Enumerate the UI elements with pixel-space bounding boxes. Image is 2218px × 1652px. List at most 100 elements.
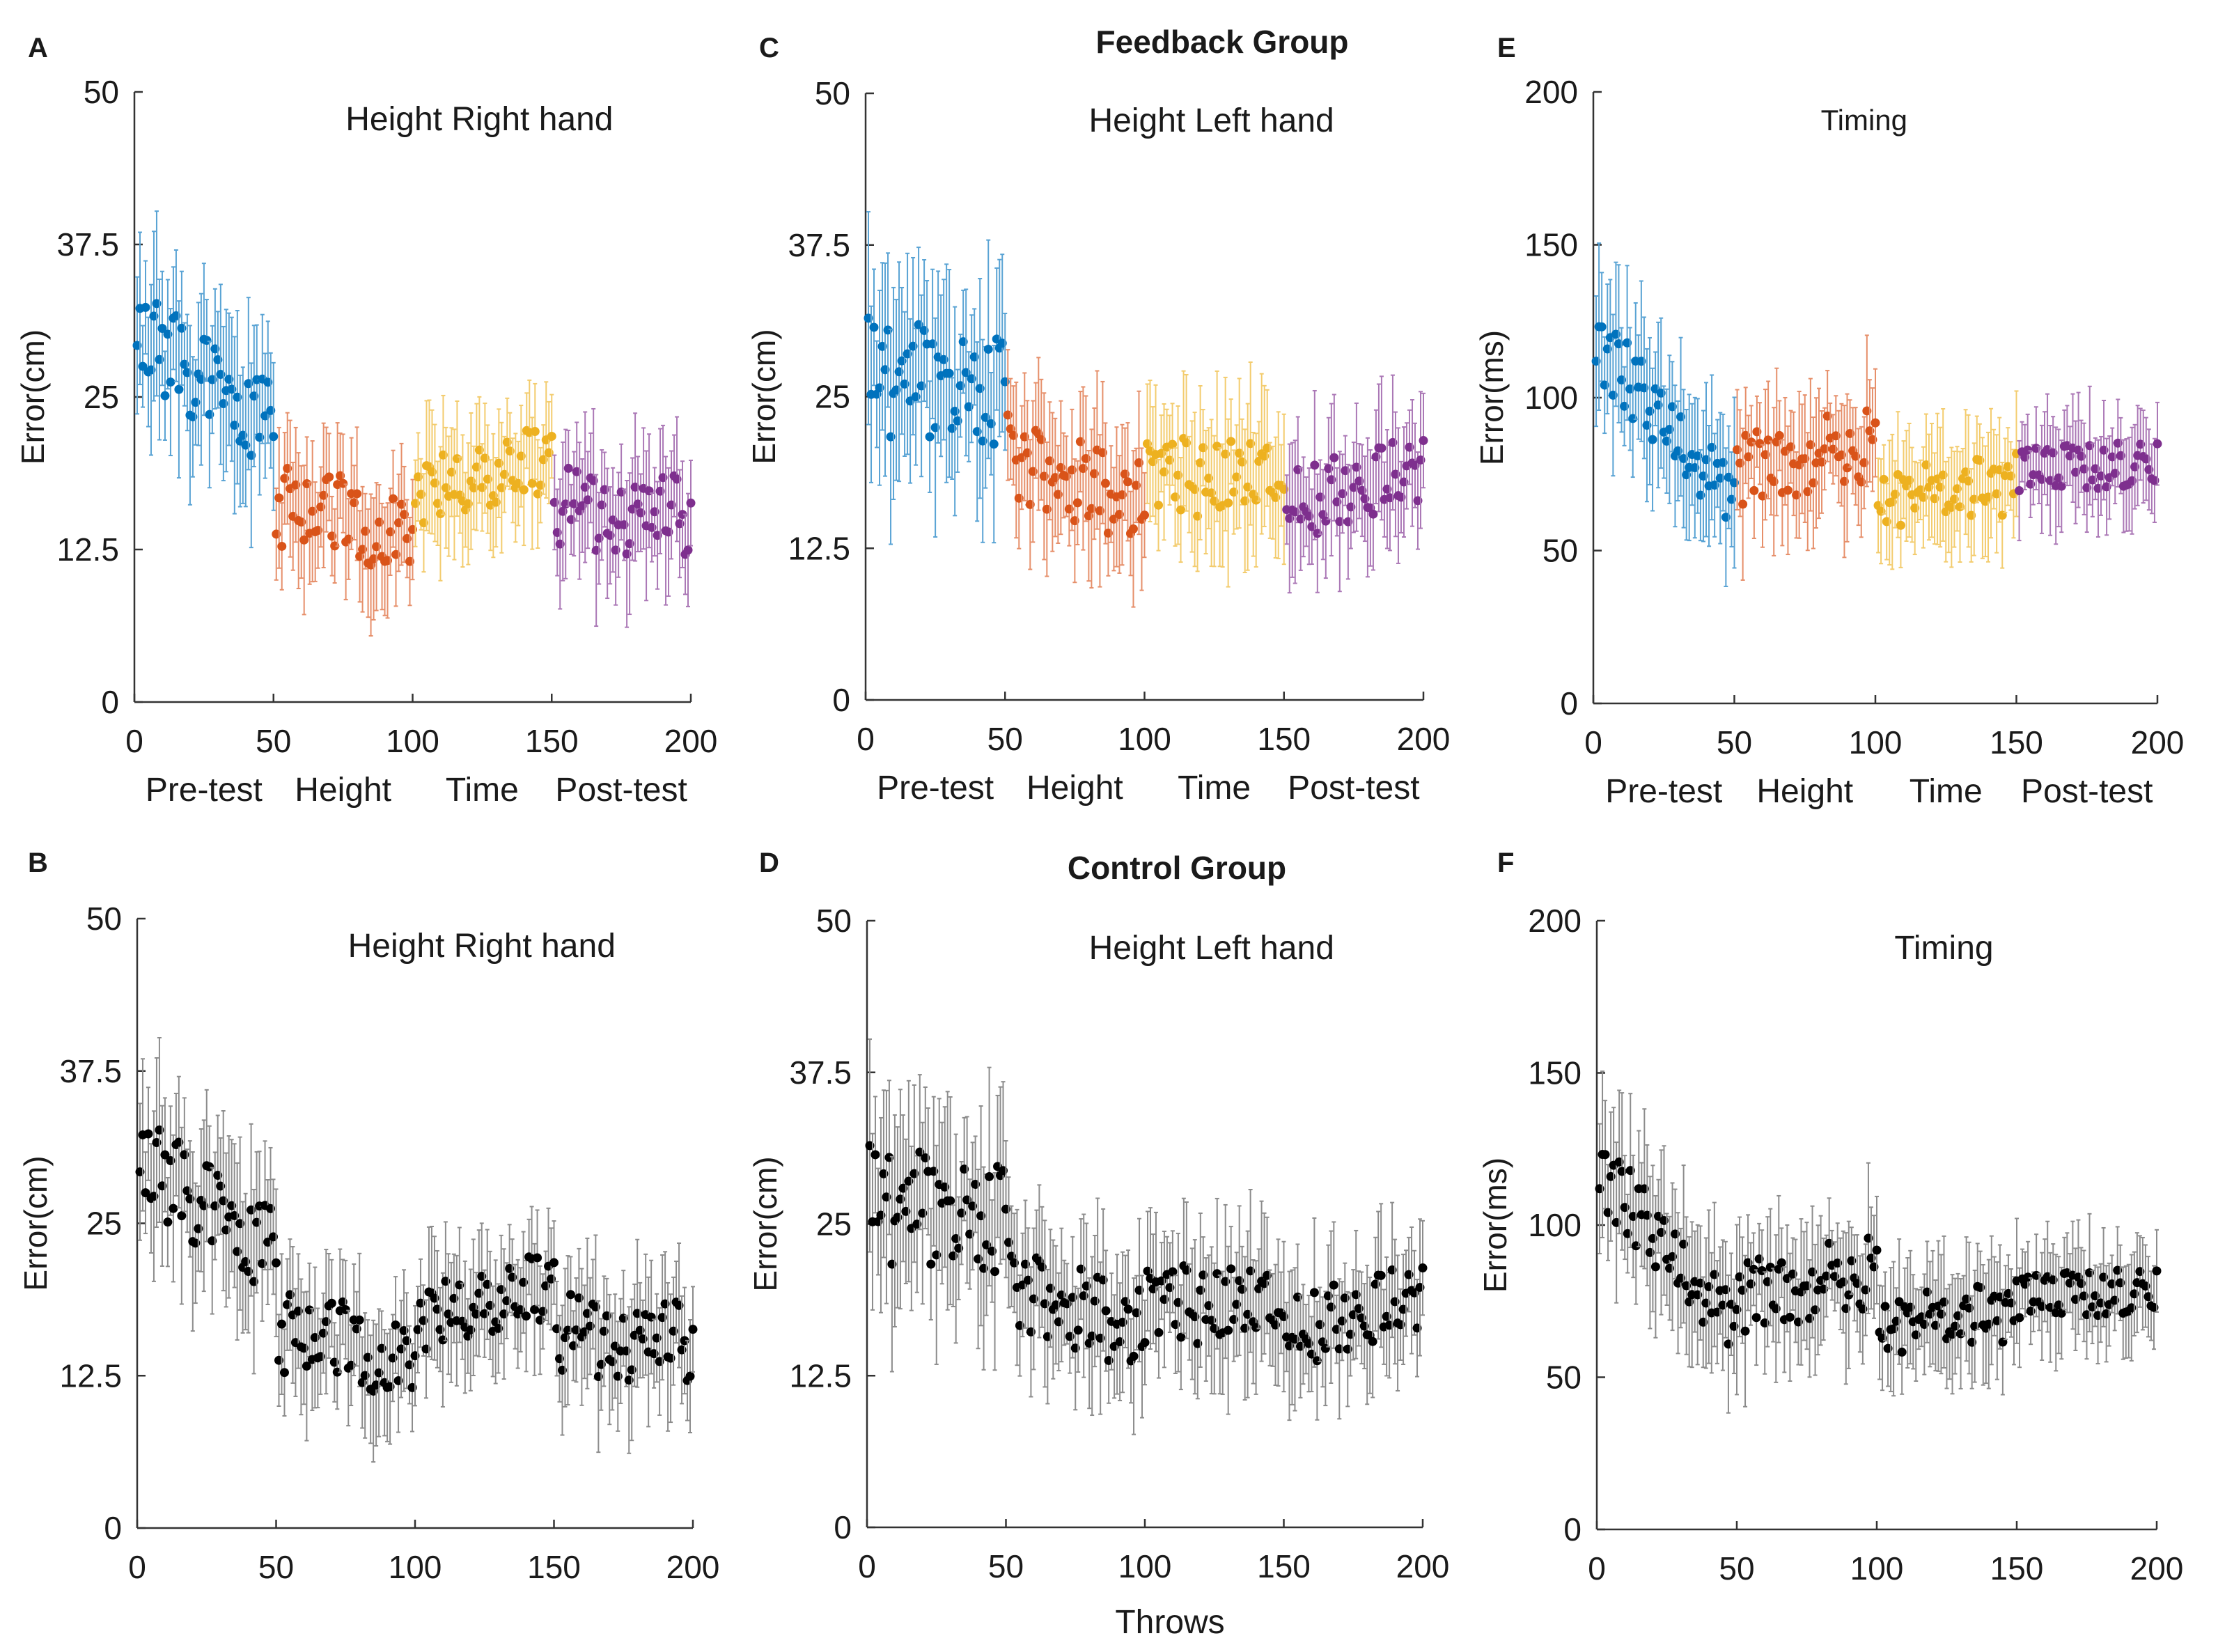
data-point bbox=[1226, 1264, 1236, 1274]
data-point bbox=[2015, 486, 2024, 496]
data-point bbox=[1140, 1338, 1150, 1348]
data-point bbox=[1418, 1263, 1428, 1273]
y-tick-label: 0 bbox=[104, 1510, 122, 1546]
phase-label: Height bbox=[1026, 770, 1123, 806]
data-point bbox=[1072, 498, 1082, 508]
data-point bbox=[1224, 498, 1233, 508]
data-point bbox=[1774, 430, 1784, 440]
data-point bbox=[352, 489, 362, 499]
y-axis-label: Error(cm) bbox=[746, 329, 782, 464]
y-tick-label: 100 bbox=[1524, 380, 1578, 416]
data-point bbox=[143, 1129, 153, 1139]
data-point bbox=[279, 1368, 289, 1378]
panel-letter-e: E bbox=[1497, 33, 1516, 63]
data-point bbox=[1309, 1288, 1319, 1298]
data-point bbox=[1749, 485, 1759, 495]
y-tick-label: 37.5 bbox=[59, 1053, 122, 1089]
panel-e: E 0 50 100 150 200 0 50 100 150 200 Timing Error(ms)… bbox=[1474, 33, 2184, 810]
y-tick-label: 50 bbox=[1543, 533, 1578, 569]
data-point bbox=[944, 368, 954, 378]
phase-label: Post-test bbox=[1288, 770, 1419, 806]
data-point bbox=[166, 377, 175, 387]
data-point bbox=[2056, 481, 2066, 491]
data-point bbox=[1738, 499, 1748, 509]
y-tick-label: 25 bbox=[84, 379, 119, 415]
x-tick-label: 200 bbox=[2131, 724, 2185, 761]
data-point bbox=[946, 1196, 955, 1206]
y-tick-label: 25 bbox=[816, 1206, 852, 1242]
y-tick-label: 50 bbox=[1546, 1359, 1582, 1396]
data-point bbox=[354, 1315, 364, 1325]
panel-c: C 0 12.5 25 37.5 50 0 50 100 150 200 Height Left ha… bbox=[746, 33, 1450, 806]
data-point bbox=[925, 432, 935, 442]
data-point bbox=[1879, 474, 1889, 484]
data-point bbox=[1785, 1312, 1795, 1322]
panel-title: Timing bbox=[1821, 104, 1907, 137]
data-point bbox=[1376, 1270, 1386, 1280]
data-point bbox=[1896, 520, 1905, 530]
x-tick-label: 0 bbox=[125, 723, 143, 759]
data-point bbox=[1154, 1327, 1164, 1337]
data-point bbox=[1368, 1337, 1377, 1346]
data-point bbox=[989, 439, 999, 449]
data-point bbox=[274, 493, 284, 503]
y-tick-label: 200 bbox=[1528, 903, 1582, 939]
panel-title: Height Left hand bbox=[1089, 930, 1334, 967]
panel-letter-a: A bbox=[28, 33, 48, 63]
data-point bbox=[1648, 435, 1657, 444]
data-point bbox=[272, 1258, 281, 1268]
data-point bbox=[2056, 1309, 2066, 1318]
y-tick-label: 150 bbox=[1524, 227, 1578, 263]
data-point bbox=[1176, 1332, 1186, 1342]
data-point bbox=[530, 1304, 540, 1314]
control-group-title: Control Group bbox=[1068, 850, 1286, 886]
data-point bbox=[174, 384, 184, 394]
data-point bbox=[1740, 1326, 1750, 1336]
x-tick-label: 150 bbox=[527, 1549, 581, 1585]
phase-label: Post-test bbox=[555, 772, 687, 809]
data-point bbox=[519, 485, 529, 494]
y-tick-label: 12.5 bbox=[789, 1357, 852, 1394]
phase-label: Pre-test bbox=[1605, 773, 1722, 810]
y-tick-label: 0 bbox=[1560, 685, 1578, 722]
data-point bbox=[1073, 1325, 1083, 1335]
data-point bbox=[169, 1203, 178, 1213]
data-point bbox=[1129, 1351, 1139, 1361]
data-point bbox=[686, 498, 696, 508]
data-point bbox=[527, 478, 537, 488]
data-point bbox=[983, 344, 993, 354]
data-point bbox=[277, 541, 287, 551]
phase-label: Pre-test bbox=[146, 772, 263, 809]
data-point bbox=[565, 1290, 575, 1300]
data-point bbox=[1100, 478, 1110, 488]
data-point bbox=[160, 1150, 170, 1160]
data-point bbox=[391, 1320, 400, 1330]
panel-d: D 0 12.5 25 37.5 50 0 50 100 150 200 Height Left ha… bbox=[747, 848, 1449, 1584]
data-point bbox=[1783, 485, 1793, 495]
data-point bbox=[522, 1311, 531, 1321]
data-point bbox=[870, 1150, 880, 1160]
data-point bbox=[1168, 1267, 1178, 1277]
data-point bbox=[160, 391, 170, 400]
panel-letter-b: B bbox=[28, 848, 48, 878]
x-tick-label: 100 bbox=[386, 723, 439, 759]
data-point bbox=[1101, 1306, 1111, 1316]
phase-label: Height bbox=[1756, 773, 1853, 810]
x-tick-label: 50 bbox=[256, 723, 291, 759]
panel-letter-f: F bbox=[1497, 848, 1514, 878]
y-tick-label: 12.5 bbox=[56, 531, 119, 568]
y-tick-label: 37.5 bbox=[788, 227, 850, 263]
data-point bbox=[1123, 477, 1132, 487]
y-tick-label: 50 bbox=[84, 74, 119, 110]
panel-b: B 0 12.5 25 37.5 50 0 50 100 150 200 Height Right h… bbox=[17, 848, 719, 1585]
data-point bbox=[1224, 1325, 1233, 1335]
data-point bbox=[685, 1371, 695, 1381]
x-tick-label: 200 bbox=[664, 723, 718, 759]
x-tick-label: 50 bbox=[1717, 724, 1752, 761]
data-point bbox=[302, 1362, 311, 1371]
data-point bbox=[177, 1211, 187, 1221]
data-point bbox=[1871, 418, 1880, 428]
y-tick-label: 12.5 bbox=[59, 1357, 122, 1394]
x-tick-label: 100 bbox=[1849, 724, 1903, 761]
